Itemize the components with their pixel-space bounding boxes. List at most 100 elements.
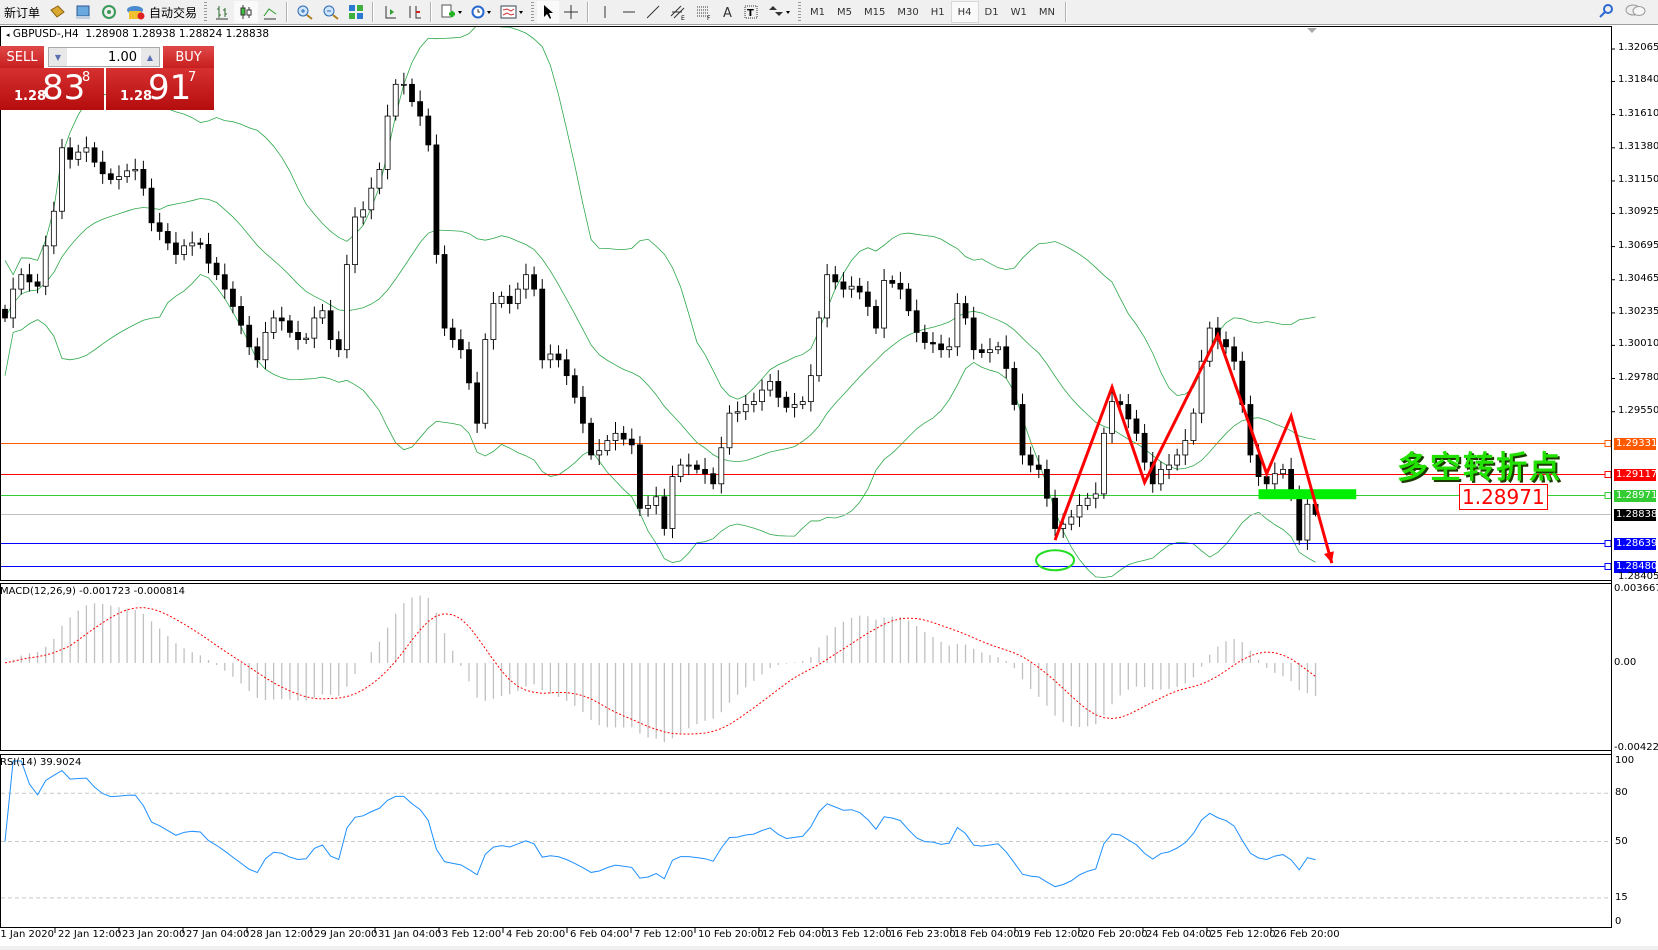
bar-chart-icon[interactable]: [210, 1, 234, 23]
zoom-out-icon[interactable]: [318, 1, 344, 23]
one-click-trading-panel: SELL ▼ 1.00 ▲ BUY 1.28 83 8 1.28 91 7: [0, 46, 214, 110]
candle-body: [441, 254, 448, 329]
time-axis-label: 19 Feb 12:00: [1018, 929, 1084, 940]
arrows-icon[interactable]: [763, 1, 795, 23]
candle-body: [1044, 468, 1050, 499]
chat-icon[interactable]: [1624, 3, 1646, 22]
price-tick-label: 1.31610: [1618, 107, 1658, 119]
timeframe-d1[interactable]: D1: [984, 6, 999, 18]
templates-icon[interactable]: [496, 1, 528, 23]
time-axis-label: 22 Jan 12:00: [58, 929, 122, 940]
symbol-timeframe: GBPUSD-,H4: [12, 28, 79, 40]
market-watch-icon[interactable]: [44, 1, 70, 23]
indicators-icon[interactable]: [436, 1, 466, 23]
auto-scroll-icon[interactable]: [378, 1, 402, 23]
trendline-icon[interactable]: [641, 1, 665, 23]
sell-price[interactable]: 1.28 83 8: [0, 68, 104, 110]
candle-body: [555, 353, 562, 361]
candle-body: [767, 381, 774, 391]
search-icon[interactable]: [1598, 3, 1614, 22]
candle-body: [978, 349, 985, 353]
lot-input[interactable]: 1.00: [108, 49, 137, 65]
time-axis-label: 26 Feb 20:00: [1274, 929, 1340, 940]
buy-price-pips: 91: [148, 68, 192, 108]
text-label-icon[interactable]: T: [739, 1, 763, 23]
candle-body: [840, 281, 847, 290]
zoom-in-icon[interactable]: [292, 1, 318, 23]
candle-body: [457, 339, 464, 351]
lot-decrease-icon[interactable]: ▼: [49, 48, 67, 66]
candle-body: [246, 324, 253, 348]
lot-increase-icon[interactable]: ▲: [141, 48, 159, 66]
lot-stepper[interactable]: ▼ 1.00 ▲: [48, 47, 160, 67]
vertical-line-icon[interactable]: [593, 1, 617, 23]
data-window-icon[interactable]: [70, 1, 96, 23]
candle-body: [742, 404, 749, 413]
timeframe-m5[interactable]: M5: [837, 6, 853, 18]
chart-shift-icon[interactable]: [402, 1, 426, 23]
candle-body: [26, 274, 33, 283]
timeframe-h4[interactable]: H4: [950, 1, 979, 23]
timeframe-mn[interactable]: MN: [1038, 6, 1055, 18]
candle-body: [921, 331, 928, 343]
time-axis-label: 29 Jan 20:00: [314, 929, 378, 940]
candle-body: [620, 432, 627, 440]
timeframe-h1[interactable]: H1: [930, 6, 945, 18]
new-order-button[interactable]: 新订单: [0, 1, 44, 23]
candle-body: [637, 444, 643, 509]
macd-axis-label: 0.003667: [1614, 583, 1658, 594]
cursor-icon[interactable]: [537, 1, 560, 23]
fibonacci-icon[interactable]: F: [691, 1, 717, 23]
auto-trading-button[interactable]: 自动交易: [122, 1, 201, 23]
timeframe-bar: M1 M5 M15 M30 H1 H4 D1 W1 MN: [804, 1, 1061, 23]
candle-body: [1166, 464, 1172, 470]
annotation-text[interactable]: 多空转折点: [1397, 450, 1562, 486]
candlestick-icon[interactable]: [234, 1, 259, 23]
buy-price[interactable]: 1.28 91 7: [106, 68, 214, 110]
zigzag-arrow-line: [1053, 331, 1334, 564]
annotation-price-label[interactable]: 1.28971: [1459, 484, 1548, 510]
main-toolbar: 新订单 自动交易 E F A T M1 M5 M15 M30 H1 H4 D1 W1 MN: [0, 0, 1658, 25]
candle-body: [433, 144, 440, 255]
candle-body: [1271, 473, 1278, 485]
candle-body: [75, 151, 82, 160]
candle-body: [417, 101, 424, 117]
timeframe-m30[interactable]: M30: [897, 6, 919, 18]
tile-windows-icon[interactable]: [344, 1, 368, 23]
price-tick-label: 1.30010: [1618, 338, 1658, 350]
candle-body: [181, 245, 187, 255]
candle-body: [352, 216, 358, 266]
candle-body: [783, 396, 790, 408]
candle-body: [954, 303, 961, 348]
rsi-line: [4, 760, 1316, 888]
collapse-arrow-icon[interactable]: ◂: [6, 31, 10, 39]
candle-body: [848, 285, 855, 290]
candle-body: [531, 274, 537, 290]
candle-body: [1280, 468, 1286, 475]
equidistant-channel-icon[interactable]: E: [665, 1, 691, 23]
time-axis-label: 21 Jan 2020: [0, 929, 54, 940]
rsi-axis-label: 0: [1615, 916, 1622, 927]
candle-body: [938, 343, 944, 351]
timeframe-m1[interactable]: M1: [810, 6, 826, 18]
sell-button[interactable]: SELL: [0, 46, 44, 68]
macd-panel-frame: [0, 583, 1612, 751]
text-icon[interactable]: A: [717, 1, 739, 23]
navigator-icon[interactable]: [96, 1, 122, 23]
timeframe-w1[interactable]: W1: [1010, 6, 1027, 18]
periods-icon[interactable]: [466, 1, 496, 23]
line-chart-icon[interactable]: [258, 1, 282, 23]
buy-label: BUY: [175, 49, 202, 65]
buy-price-prefix: 1.28: [120, 89, 153, 104]
rsi-axis-label: 80: [1615, 787, 1628, 799]
candle-body: [67, 147, 74, 160]
price-tick-label: 1.31150: [1618, 173, 1658, 185]
crosshair-icon[interactable]: [559, 1, 583, 23]
candle-body: [1076, 505, 1083, 518]
horizontal-line-icon[interactable]: [617, 1, 641, 23]
candle-body: [278, 317, 285, 322]
timeframe-m15[interactable]: M15: [864, 6, 886, 18]
buy-button[interactable]: BUY: [163, 46, 214, 68]
candle-body: [376, 169, 383, 189]
